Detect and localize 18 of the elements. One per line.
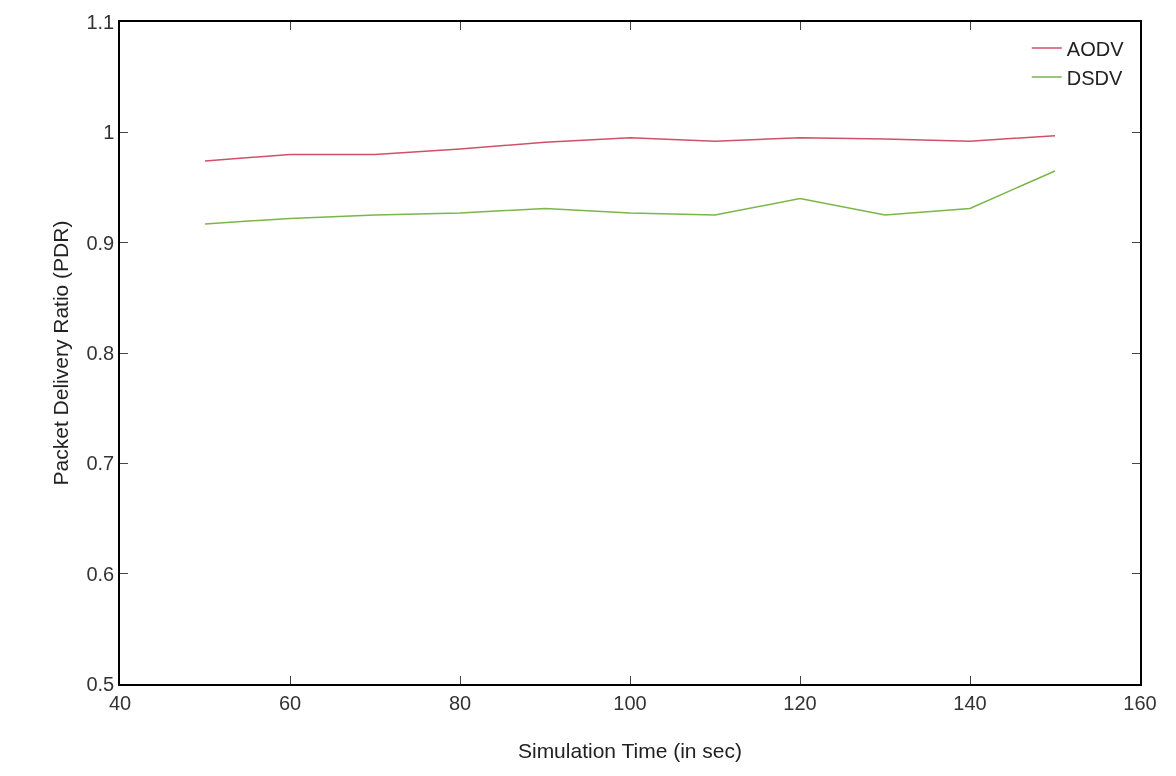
y-axis-title: Packet Delivery Ratio (PDR) xyxy=(48,220,72,486)
y-tick-label: 0.9 xyxy=(86,231,115,254)
line-series xyxy=(204,134,1056,162)
legend-label: AODV xyxy=(1066,37,1125,60)
y-tick-label: 0.6 xyxy=(86,562,115,585)
y-tick-label: 0.7 xyxy=(86,452,115,475)
x-tick-label: 100 xyxy=(613,691,647,714)
x-tick-label: 160 xyxy=(1123,691,1157,714)
x-tick-label: 60 xyxy=(278,691,302,714)
x-tick-label: 120 xyxy=(783,691,817,714)
x-axis-title: Simulation Time (in sec) xyxy=(517,738,743,762)
x-tick-label: 140 xyxy=(953,691,987,714)
legend-label: DSDV xyxy=(1066,66,1124,89)
line-series xyxy=(204,170,1056,225)
x-tick-label: 80 xyxy=(448,691,472,714)
y-tick-label: 0.8 xyxy=(86,342,115,364)
y-tick-label: 1.1 xyxy=(86,11,115,33)
y-tick-label: 1 xyxy=(103,121,115,144)
